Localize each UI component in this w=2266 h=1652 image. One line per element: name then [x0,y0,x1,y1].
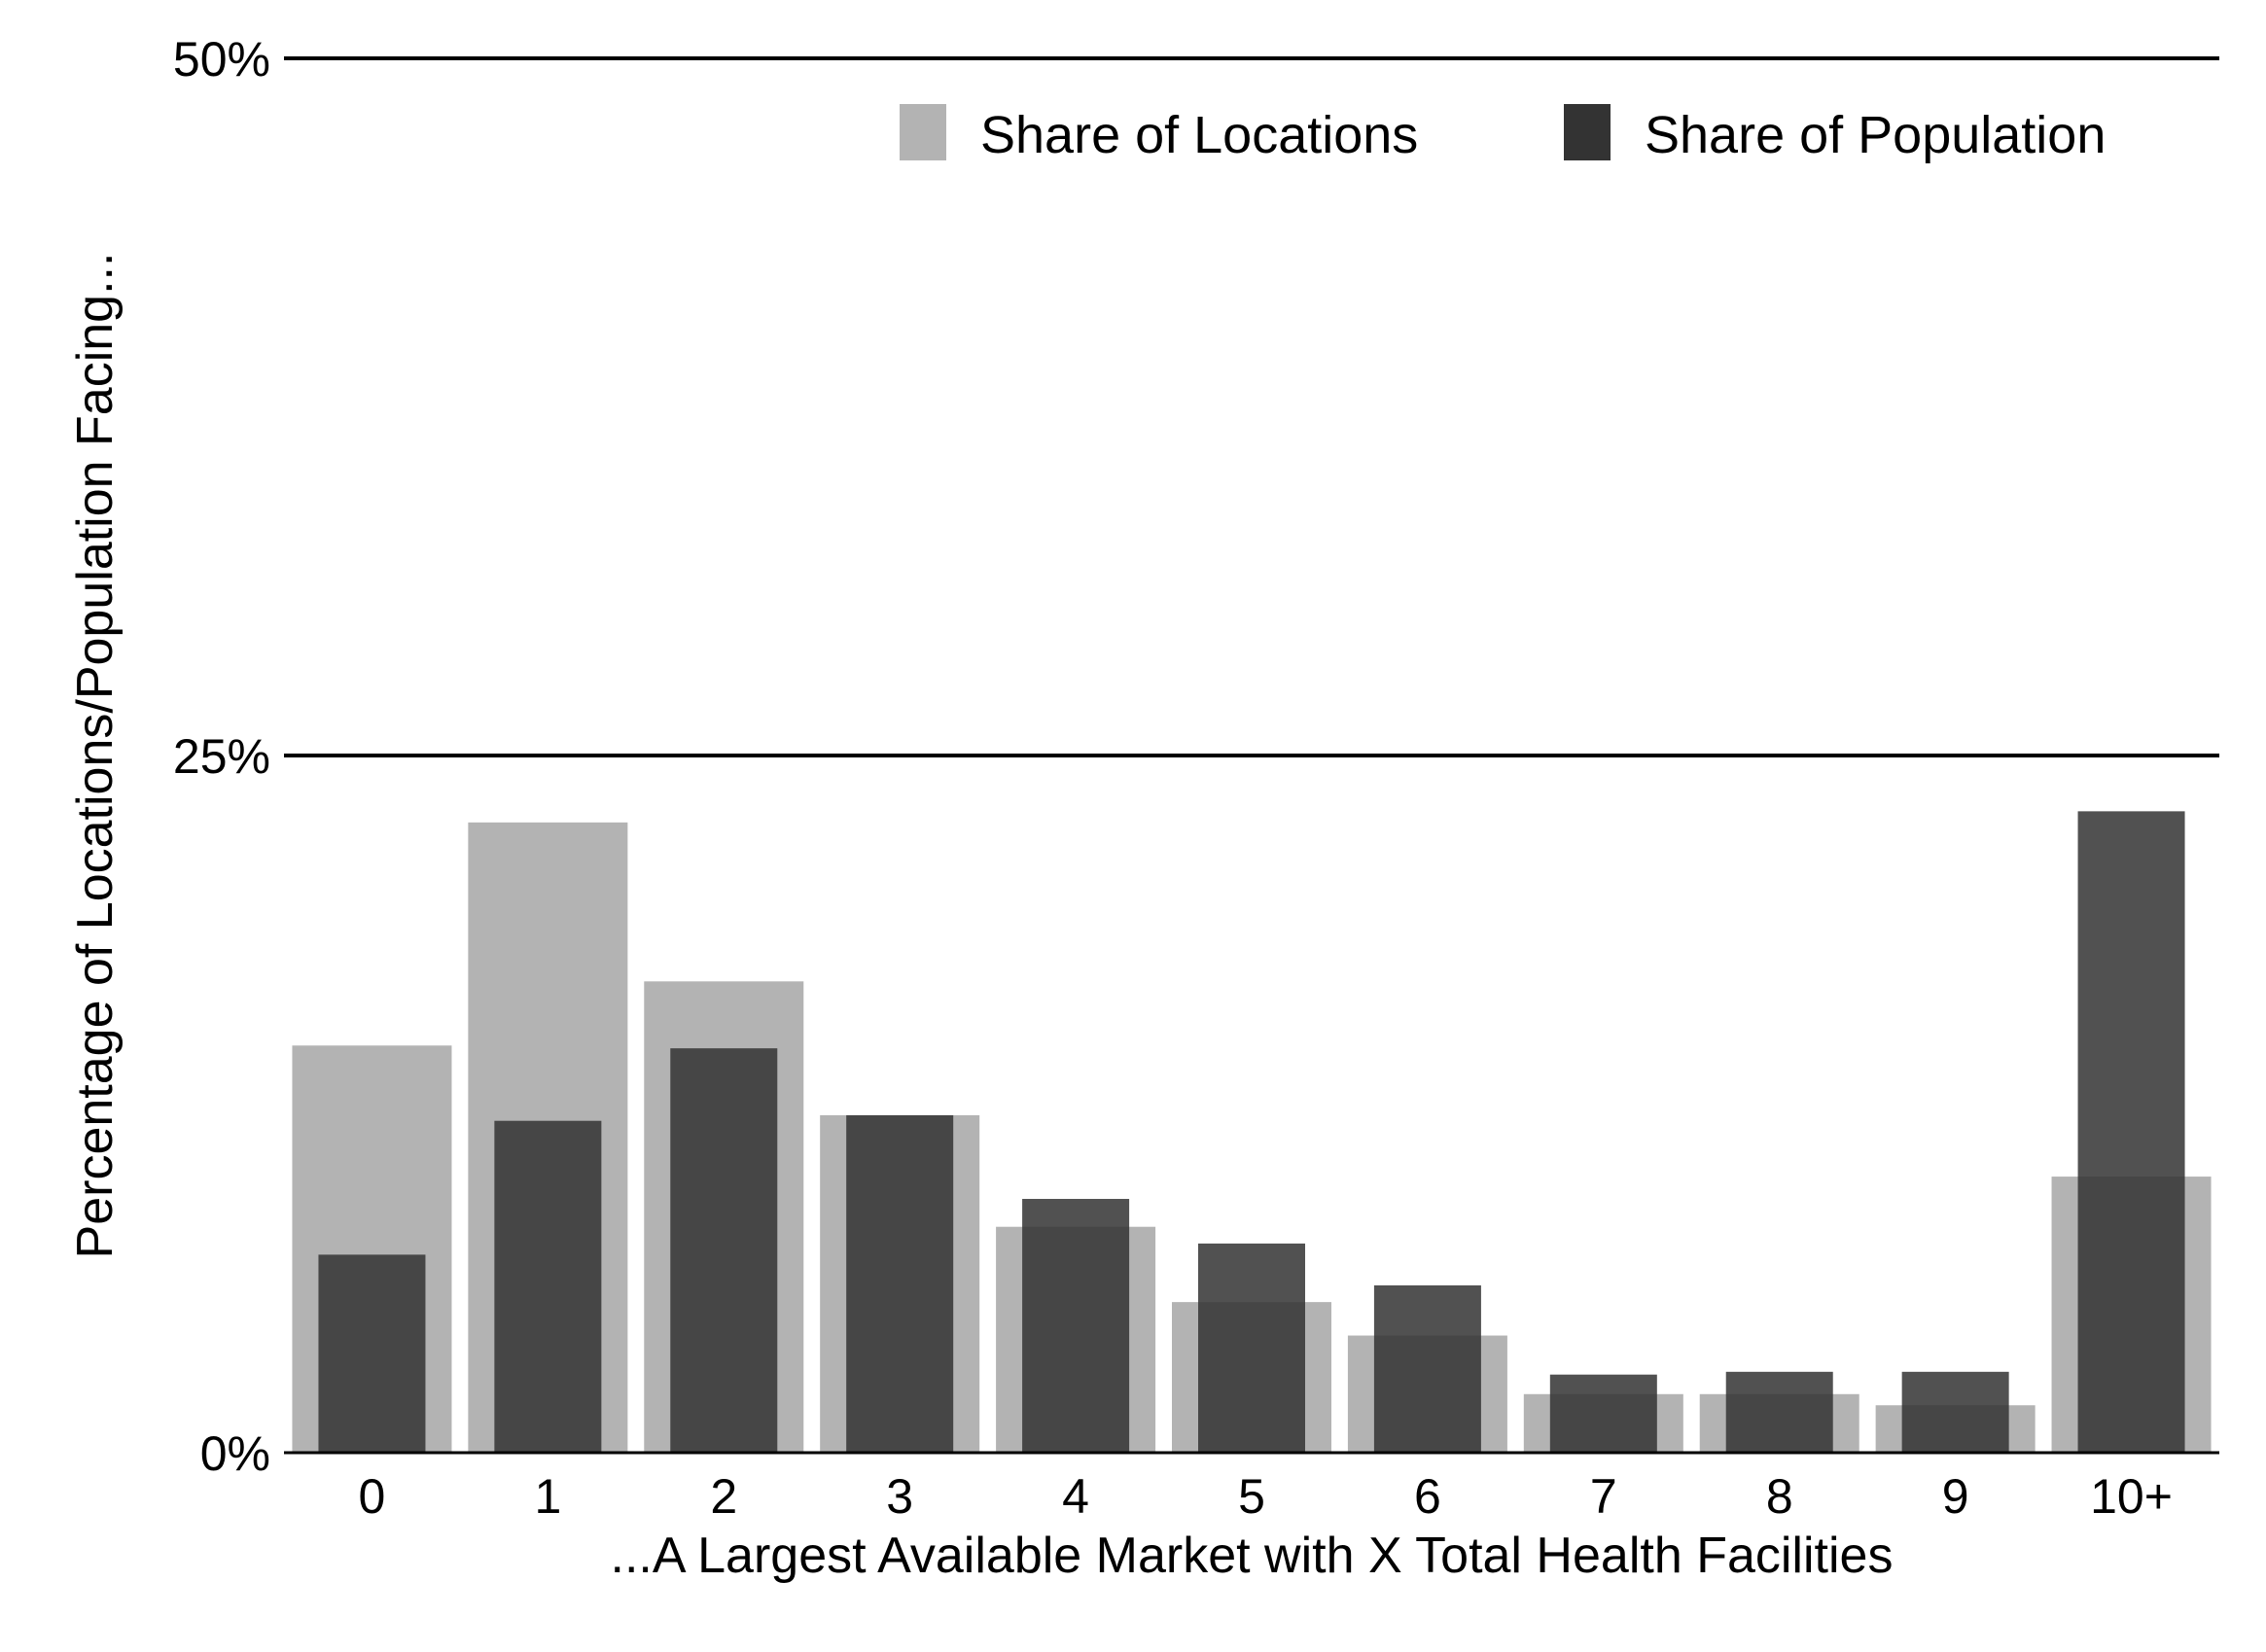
legend-swatch [900,104,946,160]
bar-share-of-population [318,1254,426,1453]
y-tick-label: 50% [173,32,270,87]
y-tick-label: 0% [200,1426,270,1481]
legend-label: Share of Locations [980,106,1418,164]
bar-share-of-population [1725,1371,1833,1453]
legend-label: Share of Population [1645,106,2106,164]
bar-share-of-population [1022,1199,1130,1453]
x-tick-label: 8 [1766,1469,1793,1524]
x-tick-label: 9 [1942,1469,1969,1524]
bar-share-of-population [1373,1284,1481,1453]
x-tick-label: 3 [886,1469,913,1524]
y-axis-title: Percentage of Locations/Population Facin… [67,253,124,1259]
axes: 0% 25% 50% 0 1 2 3 4 5 6 7 8 9 10+ [173,32,2219,1524]
x-tick-label: 4 [1062,1469,1089,1524]
x-axis-title: ...A Largest Available Market with X Tot… [611,1528,1894,1584]
bar-share-of-population [846,1114,954,1453]
bar-share-of-population [1901,1371,2009,1453]
x-tick-label: 7 [1590,1469,1617,1524]
bar-share-of-population [494,1120,602,1453]
x-tick-label: 6 [1414,1469,1441,1524]
legend-swatch [1564,104,1611,160]
legend: Share of Locations Share of Population [900,104,2106,164]
bars [292,811,2212,1453]
bar-share-of-population [1549,1374,1657,1453]
x-tick-label: 0 [359,1469,386,1524]
gridlines [284,56,2219,757]
bar-share-of-population [2077,811,2185,1453]
bar-share-of-population [670,1048,778,1453]
y-tick-label: 25% [173,729,270,784]
bar-share-of-population [1198,1243,1305,1453]
x-tick-label: 2 [710,1469,737,1524]
x-tick-label: 1 [534,1469,561,1524]
x-tick-label: 10+ [2090,1469,2173,1524]
x-tick-label: 5 [1238,1469,1265,1524]
